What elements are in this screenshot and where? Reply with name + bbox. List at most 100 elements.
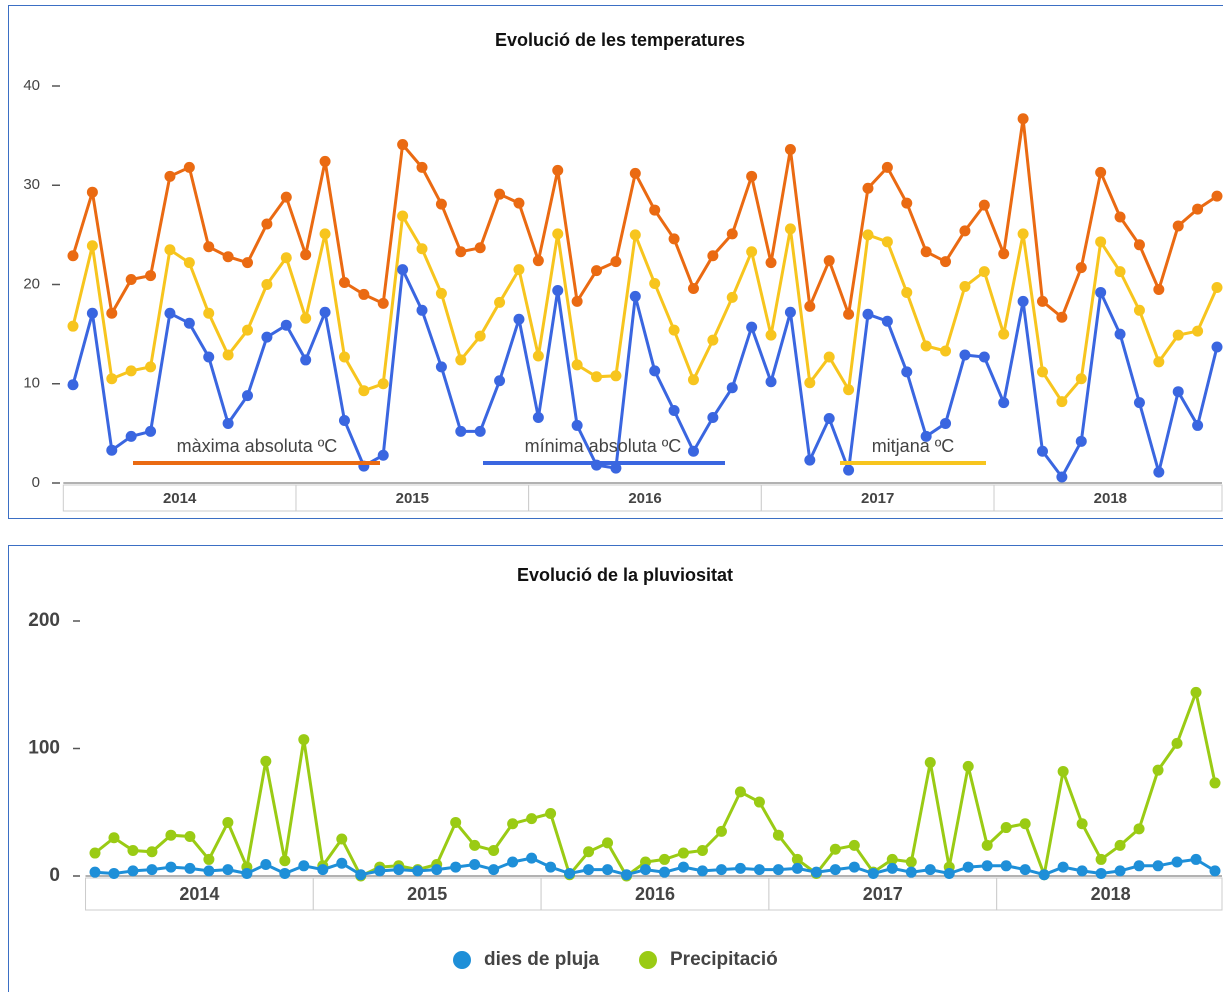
chart-frame xyxy=(8,545,1223,992)
x-group-label: 2015 xyxy=(407,884,447,904)
x-group-label: 2015 xyxy=(396,490,429,507)
data-point xyxy=(336,857,348,869)
year-band xyxy=(540,877,770,911)
data-point xyxy=(1172,386,1184,398)
data-point xyxy=(242,257,254,269)
data-point xyxy=(106,444,118,456)
data-point xyxy=(629,229,641,241)
data-point xyxy=(962,760,974,772)
data-point xyxy=(829,864,841,876)
data-point xyxy=(358,385,370,397)
data-point xyxy=(397,210,409,222)
data-point xyxy=(998,397,1010,409)
data-point xyxy=(610,462,622,474)
data-point xyxy=(552,164,564,176)
data-point xyxy=(526,813,538,825)
data-point xyxy=(1211,281,1223,293)
data-point xyxy=(881,236,893,248)
data-point xyxy=(905,856,917,868)
x-group-label: 2014 xyxy=(163,490,197,507)
data-point xyxy=(571,295,583,307)
data-point xyxy=(526,852,538,864)
data-point xyxy=(734,786,746,798)
data-point xyxy=(374,865,386,877)
data-point xyxy=(726,228,738,240)
year-band xyxy=(996,877,1223,911)
data-point xyxy=(920,246,932,258)
data-point xyxy=(1133,304,1145,316)
data-point xyxy=(532,255,544,267)
data-point xyxy=(1192,419,1204,431)
data-point xyxy=(183,257,195,269)
data-point xyxy=(416,243,428,255)
data-point xyxy=(1056,311,1068,323)
data-point xyxy=(959,280,971,292)
series-line xyxy=(71,264,1219,480)
data-point xyxy=(1172,220,1184,232)
data-point xyxy=(1019,818,1031,830)
data-point xyxy=(469,859,481,871)
data-point xyxy=(687,374,699,386)
chart-title: Evolució de les temperatures xyxy=(495,30,745,50)
data-point xyxy=(455,425,467,437)
data-point xyxy=(242,324,254,336)
data-point xyxy=(746,246,758,258)
data-point xyxy=(583,846,595,858)
data-point xyxy=(1075,435,1087,447)
data-point xyxy=(261,279,273,290)
data-point xyxy=(1017,113,1029,125)
data-point xyxy=(67,379,79,391)
data-point xyxy=(1133,823,1145,835)
data-point xyxy=(707,411,719,423)
data-point xyxy=(280,191,292,203)
data-point xyxy=(804,454,816,466)
data-point xyxy=(165,861,177,873)
data-point xyxy=(86,240,98,252)
data-point xyxy=(1133,397,1145,409)
data-point xyxy=(1152,764,1164,776)
legend-label: mínima absoluta ºC xyxy=(525,436,682,456)
data-point xyxy=(715,864,727,876)
data-point xyxy=(1095,853,1107,865)
data-point xyxy=(920,340,932,352)
data-point xyxy=(86,307,98,319)
data-point xyxy=(772,829,784,841)
data-point xyxy=(649,365,661,377)
data-point xyxy=(1153,283,1165,295)
x-group-label: 2018 xyxy=(1094,490,1127,507)
data-point xyxy=(640,856,652,868)
data-point xyxy=(203,307,215,319)
data-point xyxy=(687,445,699,457)
data-point xyxy=(1017,295,1029,307)
data-point xyxy=(823,412,835,424)
data-point xyxy=(981,860,993,872)
data-point xyxy=(1171,737,1183,749)
data-point xyxy=(629,290,641,302)
data-point xyxy=(843,384,855,396)
data-point xyxy=(494,188,506,200)
data-point xyxy=(469,839,481,851)
data-point xyxy=(1114,211,1126,223)
data-point xyxy=(125,365,137,377)
data-point xyxy=(145,425,157,437)
data-point xyxy=(1133,860,1145,872)
y-tick-label: 200 xyxy=(28,610,60,631)
data-point xyxy=(978,266,990,278)
data-point xyxy=(791,853,803,865)
data-point xyxy=(89,866,101,878)
data-point xyxy=(940,345,952,357)
data-point xyxy=(1056,396,1068,408)
data-point xyxy=(125,430,137,442)
data-point xyxy=(300,312,312,324)
legend-label: dies de pluja xyxy=(484,949,600,970)
legend-marker xyxy=(453,951,471,969)
data-point xyxy=(943,867,955,879)
data-point xyxy=(338,277,350,289)
data-point xyxy=(962,861,974,873)
data-point xyxy=(1211,341,1223,353)
data-point xyxy=(86,186,98,198)
data-point xyxy=(687,282,699,294)
data-point xyxy=(513,264,525,276)
data-point xyxy=(260,859,272,871)
y-tick-label: 0 xyxy=(49,865,60,886)
